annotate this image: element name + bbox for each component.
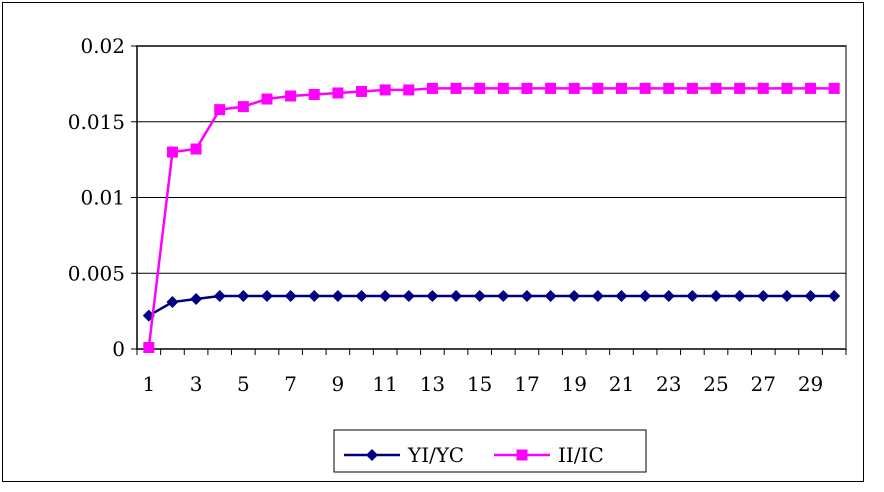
data-point (285, 90, 297, 102)
data-point (497, 289, 510, 302)
x-axis-labels: 1 3 5 7 9 11 13 15 17 19 21 23 25 27 29 (142, 372, 823, 396)
legend-label: II/IC (558, 443, 604, 467)
data-point (591, 289, 604, 302)
x-tick-label: 19 (561, 372, 586, 396)
x-tick-label: 5 (237, 372, 250, 396)
data-point (237, 289, 250, 302)
data-point (662, 289, 675, 302)
series-layer (142, 82, 841, 353)
y-axis-labels: 0 0.005 0.01 0.015 0.02 (68, 34, 125, 361)
data-point (592, 82, 604, 94)
legend-label: YI/YC (407, 443, 464, 467)
y-tick-label: 0.015 (68, 110, 125, 134)
data-point (757, 289, 770, 302)
data-point (733, 289, 746, 302)
data-point (804, 289, 817, 302)
data-point (379, 289, 392, 302)
data-point (521, 82, 533, 94)
data-point (545, 82, 557, 94)
data-point (568, 82, 580, 94)
data-point (260, 289, 273, 302)
data-point (544, 289, 557, 302)
x-tick-label: 7 (284, 372, 297, 396)
data-point (828, 82, 840, 94)
legend-item: YI/YC (344, 443, 464, 467)
data-point (356, 85, 368, 97)
data-point (686, 289, 699, 302)
data-point (426, 82, 438, 94)
data-point (805, 82, 817, 94)
data-point (190, 143, 202, 155)
axes (131, 45, 847, 355)
data-point (639, 82, 651, 94)
data-point (615, 289, 628, 302)
data-point (710, 289, 723, 302)
data-point (450, 82, 462, 94)
data-point (403, 84, 415, 96)
data-point (261, 93, 273, 105)
series-2 (143, 82, 840, 353)
y-tick-label: 0 (112, 337, 125, 361)
data-point (332, 87, 344, 99)
data-point (308, 289, 321, 302)
data-point (639, 289, 652, 302)
data-point (615, 82, 627, 94)
data-point (663, 82, 675, 94)
y-tick-label: 0.01 (80, 186, 125, 210)
data-point (308, 88, 320, 100)
x-tick-label: 11 (372, 372, 397, 396)
data-point (520, 289, 533, 302)
legend-box (333, 429, 647, 473)
x-tick-label: 15 (467, 372, 492, 396)
legend: YI/YC II/IC (333, 429, 647, 473)
data-point (402, 289, 415, 302)
x-tick-label: 21 (609, 372, 634, 396)
x-tick-label: 17 (514, 372, 539, 396)
data-point (166, 146, 178, 158)
data-point (213, 289, 226, 302)
x-tick-label: 1 (142, 372, 155, 396)
x-tick-label: 3 (190, 372, 203, 396)
x-tick-label: 9 (332, 372, 345, 396)
data-point (828, 289, 841, 302)
grid-lines (137, 45, 846, 274)
data-point (166, 296, 179, 309)
data-point (426, 289, 439, 302)
data-point (780, 289, 793, 302)
data-point (781, 82, 793, 94)
data-point (450, 289, 463, 302)
data-point (710, 82, 722, 94)
x-tick-label: 25 (703, 372, 728, 396)
data-point (379, 84, 391, 96)
x-tick-label: 29 (798, 372, 823, 396)
x-tick-label: 27 (751, 372, 776, 396)
data-point (190, 293, 203, 306)
series-1 (142, 289, 841, 322)
data-point (757, 82, 769, 94)
y-tick-label: 0.02 (80, 34, 125, 58)
data-point (355, 289, 368, 302)
legend-marker (516, 449, 528, 461)
data-point (214, 104, 226, 116)
legend-marker (366, 449, 378, 461)
data-point (237, 101, 249, 113)
data-point (143, 341, 155, 353)
data-point (284, 289, 297, 302)
data-point (473, 289, 486, 302)
data-point (331, 289, 344, 302)
data-point (474, 82, 486, 94)
legend-item: II/IC (494, 443, 604, 467)
data-point (568, 289, 581, 302)
x-tick-label: 13 (420, 372, 445, 396)
y-tick-label: 0.005 (68, 261, 125, 285)
data-point (734, 82, 746, 94)
x-tick-label: 23 (656, 372, 681, 396)
data-point (497, 82, 509, 94)
data-point (686, 82, 698, 94)
